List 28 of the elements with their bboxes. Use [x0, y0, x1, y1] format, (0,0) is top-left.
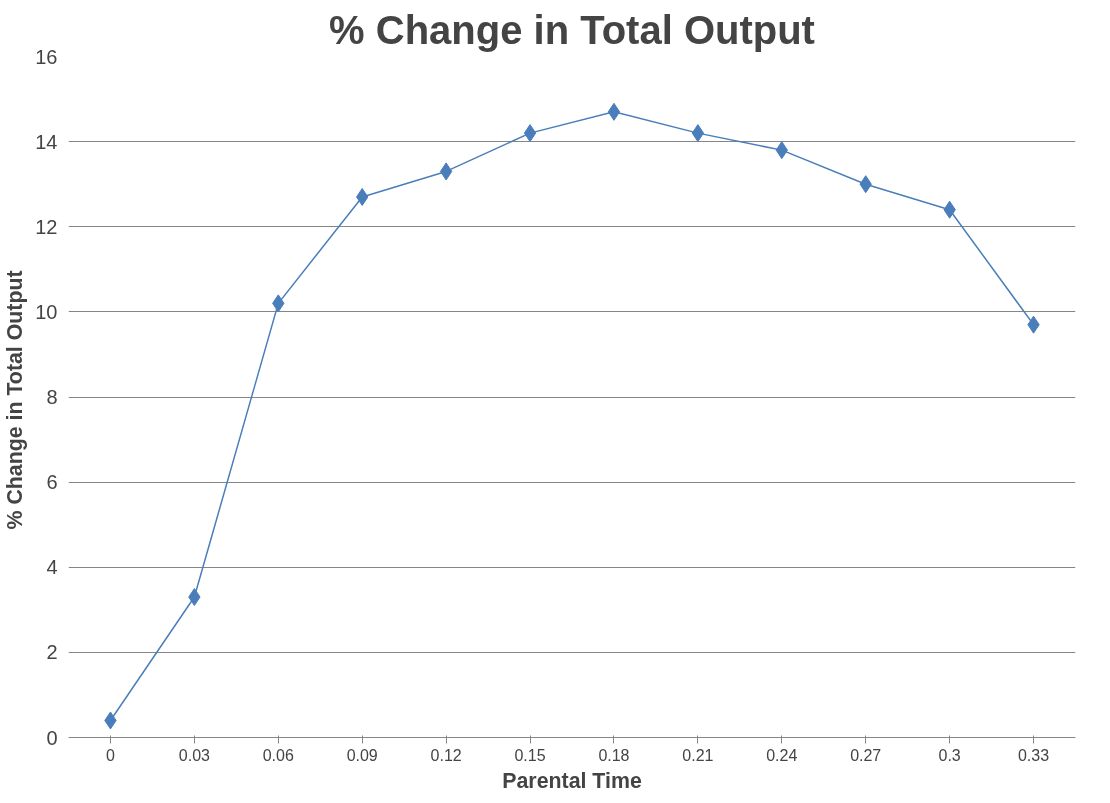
- y-tick-label: 2: [46, 641, 58, 664]
- x-tick-label: 0.12: [430, 746, 462, 764]
- y-tick-label: 10: [35, 300, 58, 323]
- x-tick-label: 0.09: [346, 746, 378, 764]
- y-tick-label: 12: [35, 215, 58, 238]
- x-tick-label: 0: [106, 746, 116, 764]
- x-tick-label: 0.24: [766, 746, 798, 764]
- point: [607, 102, 621, 121]
- y-tick-label: 0: [46, 726, 58, 749]
- x-tick-label: 0.06: [262, 746, 294, 764]
- chart-title: % Change in Total Output: [329, 7, 815, 52]
- y-tick-label: 14: [35, 130, 58, 153]
- point: [691, 124, 705, 143]
- y-tick-label: 4: [46, 556, 58, 579]
- x-tick-label: 0.18: [598, 746, 630, 764]
- x-axis-title: Parental Time: [502, 768, 642, 793]
- y-tick-label: 16: [35, 45, 58, 68]
- x-tick-label: 0.27: [850, 746, 882, 764]
- x-tick-label: 0.15: [514, 746, 546, 764]
- y-tick-label: 8: [46, 386, 58, 408]
- y-tick-label: 6: [46, 471, 58, 494]
- x-tick-label: 0.33: [1017, 746, 1050, 764]
- point: [523, 124, 537, 143]
- y-axis-title: % Change in Total Output: [3, 270, 28, 530]
- x-tick-label: 0.21: [682, 746, 714, 764]
- x-tick-label: 0.3: [938, 746, 961, 764]
- x-tick-label: 0.03: [178, 746, 211, 764]
- point: [439, 162, 453, 181]
